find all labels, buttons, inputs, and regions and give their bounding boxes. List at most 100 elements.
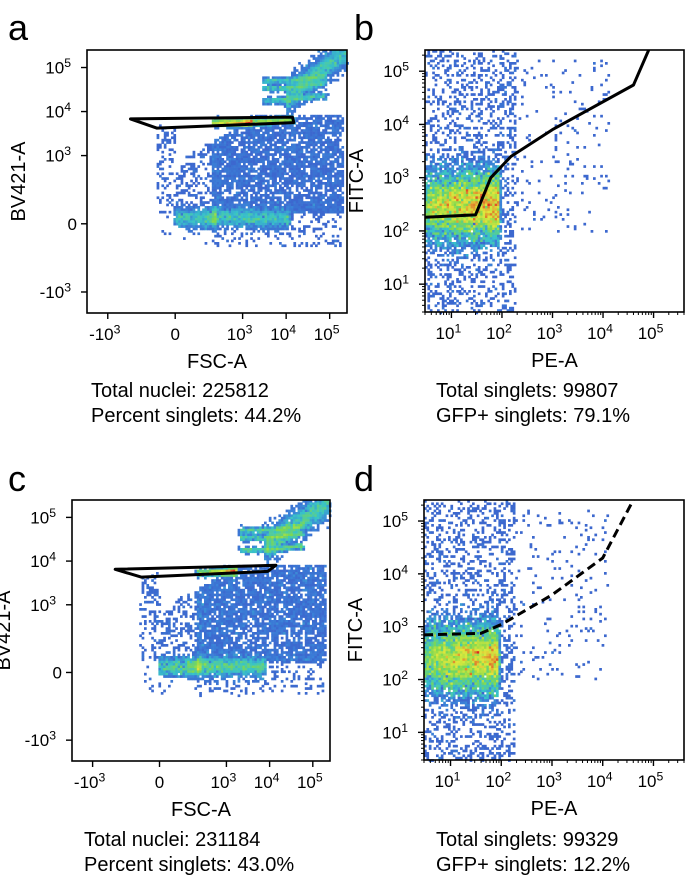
density-bin [171, 198, 174, 202]
density-bin [300, 138, 304, 142]
density-bin [307, 81, 311, 84]
density-bin [329, 66, 333, 70]
density-bin [434, 57, 438, 60]
density-bin [276, 225, 280, 228]
density-bin [171, 148, 174, 152]
density-bin [473, 203, 476, 207]
density-bin [480, 177, 483, 180]
density-bin [499, 215, 503, 219]
density-bin [312, 98, 316, 101]
density-bin [298, 141, 301, 144]
density-bin [494, 174, 498, 178]
density-bin [303, 167, 306, 171]
density-bin [255, 141, 258, 144]
density-bin [334, 186, 337, 190]
density-bin [209, 158, 213, 161]
density-bin [492, 179, 495, 183]
density-bin [178, 218, 181, 221]
density-bin [322, 78, 325, 82]
density-bin [175, 191, 179, 195]
density-bin [226, 184, 229, 188]
density-bin [209, 215, 213, 219]
density-bin [480, 244, 483, 248]
density-bin [336, 208, 340, 212]
density-bin [295, 165, 299, 168]
density-bin [336, 155, 340, 159]
density-bin [271, 170, 275, 173]
density-bin [465, 131, 469, 135]
density-bin [336, 148, 340, 152]
density-bin [243, 131, 246, 135]
density-bin [441, 177, 445, 180]
density-bin [300, 90, 304, 94]
density-bin [247, 172, 251, 176]
density-bin [327, 170, 330, 173]
density-bin [269, 90, 273, 94]
density-bin [468, 220, 471, 224]
density-bin [247, 206, 251, 209]
density-bin [463, 206, 467, 209]
density-bin [305, 131, 309, 135]
density-bin [506, 162, 510, 166]
density-bin [286, 218, 289, 221]
density-bin [322, 155, 325, 159]
density-bin [317, 215, 321, 219]
density-bin [339, 215, 342, 219]
density-bin [279, 138, 282, 142]
density-bin [298, 160, 301, 164]
density-bin [324, 150, 328, 154]
density-bin [293, 143, 297, 147]
density-bin [458, 112, 462, 116]
density-bin [221, 196, 225, 200]
density-bin [492, 203, 495, 207]
density-bin [307, 62, 311, 65]
density-bin [427, 208, 431, 212]
density-bin [492, 93, 495, 96]
density-bin [247, 126, 251, 130]
density-bin [528, 182, 531, 185]
density-bin [427, 210, 431, 214]
density-bin [487, 148, 491, 152]
density-bin [267, 208, 270, 212]
density-bin [315, 117, 318, 120]
density-bin [327, 126, 330, 130]
density-bin [327, 71, 330, 75]
density-bin [300, 136, 304, 140]
density-bin [216, 177, 220, 180]
density-bin [453, 131, 457, 135]
density-bin [214, 153, 217, 156]
density-bin [324, 52, 328, 56]
density-bin [185, 201, 189, 204]
density-bin [456, 177, 459, 180]
density-bin [245, 208, 249, 212]
density-bin [453, 206, 457, 209]
density-bin [288, 196, 292, 200]
density-bin [513, 52, 517, 56]
density-bin [434, 213, 438, 216]
density-bin [451, 184, 455, 188]
density-bin [163, 143, 167, 147]
density-bin [341, 201, 345, 204]
density-bin [247, 148, 251, 152]
density-bin [279, 98, 282, 101]
density-bin [336, 114, 340, 118]
density-bin [295, 177, 299, 180]
density-bin [446, 191, 450, 195]
density-bin [453, 186, 457, 190]
density-bin [255, 208, 258, 212]
density-bin [434, 167, 438, 171]
density-bin [300, 182, 304, 185]
density-bin [449, 114, 452, 118]
density-bin [168, 158, 172, 161]
density-bin [269, 215, 273, 219]
density-bin [228, 119, 232, 123]
density-bin [262, 194, 265, 197]
density-bin [336, 69, 340, 72]
density-bin [178, 210, 181, 214]
density-bin [303, 83, 306, 87]
density-bin [269, 143, 273, 147]
density-bin [168, 210, 172, 214]
density-bin [252, 218, 256, 221]
density-bin [516, 201, 519, 204]
density-bin [494, 189, 498, 192]
